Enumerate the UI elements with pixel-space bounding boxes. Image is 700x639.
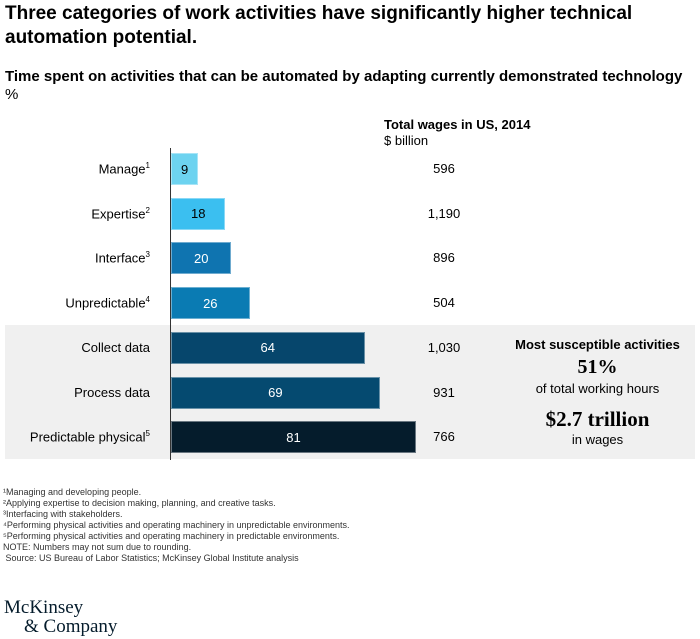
category-label: Unpredictable4 (65, 295, 150, 310)
callout-stat-hours-label: of total working hours (535, 381, 660, 396)
bar-value-label: 18 (190, 206, 206, 222)
category-label-text: Manage (98, 161, 146, 177)
footnote: ⁵Performing physical activities and oper… (3, 531, 340, 541)
callout-stat-hours: 51% (577, 356, 618, 378)
unit-label: % (5, 86, 19, 103)
footnote-marker: 1 (145, 161, 150, 170)
category-label: Process data (74, 385, 150, 400)
category-label: Manage1 (99, 161, 150, 176)
wage-value: 1,190 (427, 205, 461, 221)
wage-value: 766 (433, 429, 455, 445)
bar: 9 (171, 153, 199, 185)
category-label-text: Process data (74, 384, 150, 400)
category-label-text: Unpredictable (65, 295, 146, 311)
category-label-text: Interface (94, 250, 146, 266)
callout-heading: Most susceptible activities (515, 337, 680, 352)
wage-value: 504 (433, 295, 455, 311)
source: Source: US Bureau of Labor Statistics; M… (3, 553, 299, 563)
logo-line-1: McKinsey (4, 597, 84, 618)
footnote: ²Applying expertise to decision making, … (3, 498, 276, 508)
y-axis-line (170, 148, 171, 460)
footnote-marker: 4 (145, 295, 150, 305)
logo-line-2: & Company (24, 616, 118, 637)
category-label: Expertise2 (91, 206, 150, 221)
category-label: Collect data (81, 340, 150, 355)
bar-value-label: 9 (180, 161, 189, 177)
footnote-marker: 2 (145, 205, 150, 215)
wage-value: 896 (433, 250, 455, 266)
bar-value-label: 64 (260, 340, 276, 356)
wage-value: 596 (433, 161, 455, 176)
category-label-text: Expertise (91, 206, 146, 222)
wages-header-unit: $ billion (384, 133, 429, 148)
bar: 69 (171, 376, 380, 409)
footnote: ⁴Performing physical activities and oper… (3, 520, 350, 530)
wages-header-title: Total wages in US, 2014 (384, 117, 531, 132)
wages-header: Total wages in US, 2014 $ billion (384, 117, 530, 149)
bar-value-label: 26 (203, 295, 218, 311)
category-label-text: Predictable physical (29, 429, 146, 445)
category-label: Interface3 (95, 250, 150, 265)
footnote: ³Interfacing with stakeholders. (3, 509, 123, 519)
wage-value: 931 (433, 384, 455, 400)
bar-value-label: 20 (194, 250, 209, 266)
bar: 18 (171, 197, 226, 230)
footnotes: ¹Managing and developing people. ²Applyi… (3, 487, 350, 564)
mckinsey-logo: McKinsey & Company (4, 598, 117, 636)
category-label: Predictable physical5 (30, 429, 150, 444)
footnote-marker: 3 (145, 250, 150, 260)
callout-stat-wages: $2.7 trillion (545, 407, 650, 431)
callout-stat-wages-label: in wages (571, 432, 624, 447)
chart-title: Three categories of work activities have… (5, 3, 633, 48)
chart-subtitle: Time spent on activities that can be aut… (5, 68, 683, 85)
bar: 81 (171, 421, 416, 454)
bar-value-label: 81 (286, 429, 301, 445)
bar: 20 (171, 242, 232, 275)
wage-value: 1,030 (427, 339, 461, 355)
footnote: ¹Managing and developing people. (3, 487, 142, 497)
bar-value-label: 69 (268, 385, 283, 400)
category-label-text: Collect data (81, 339, 150, 355)
bar: 26 (171, 287, 250, 320)
footnote-marker: 5 (145, 429, 150, 439)
note: NOTE: Numbers may not sum due to roundin… (3, 542, 192, 552)
bar: 64 (171, 331, 365, 364)
